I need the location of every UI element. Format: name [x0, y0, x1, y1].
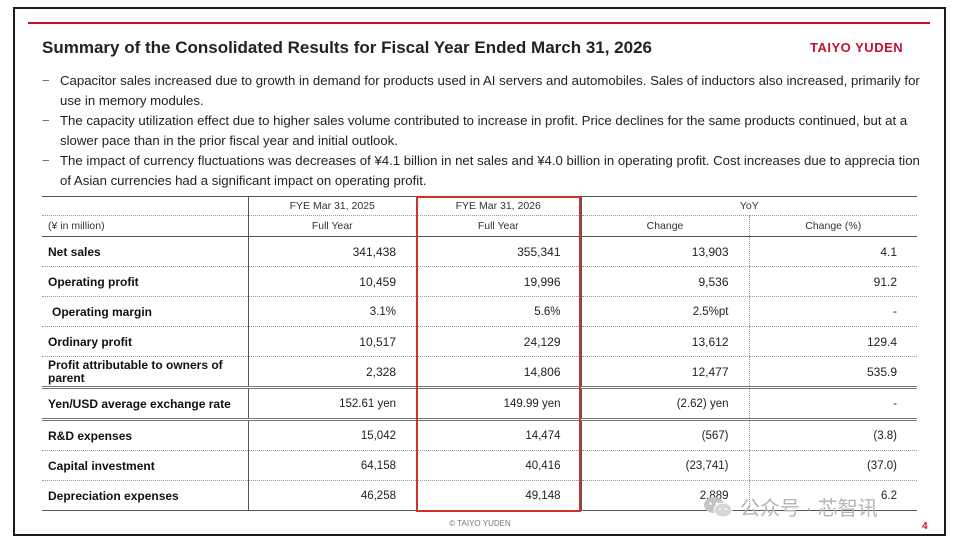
- table-header-row: FYE Mar 31, 2025 FYE Mar 31, 2026 YoY: [42, 196, 918, 216]
- bullet-text: The impact of currency fluctuations was …: [60, 153, 920, 188]
- value-change: (2.62) yen: [580, 386, 749, 420]
- subheader-change-pct: Change (%): [748, 215, 918, 237]
- value-change-pct: 91.2: [748, 266, 918, 297]
- bullet-item: − Capacitor sales increased due to growt…: [42, 71, 922, 111]
- wechat-icon: [704, 496, 733, 517]
- value-fy2025: 15,042: [247, 418, 416, 451]
- company-logo: TAIYO YUDEN: [810, 40, 904, 55]
- value-fy2026: 49,148: [416, 480, 581, 511]
- header-blank: [42, 196, 248, 216]
- value-fy2025: 46,258: [247, 480, 416, 511]
- value-fy2025: 64,158: [247, 450, 416, 481]
- row-label: R&D expenses: [42, 418, 248, 451]
- header-fy2025: FYE Mar 31, 2025: [247, 196, 416, 216]
- value-change: 13,612: [580, 326, 749, 357]
- table-row: Profit attributable to owners of parent …: [42, 356, 918, 388]
- value-fy2025: 341,438: [247, 236, 416, 267]
- value-change: (567): [580, 418, 749, 451]
- unit-label: (¥ in million): [42, 215, 248, 237]
- value-fy2026: 14,806: [416, 356, 581, 388]
- slide-title: Summary of the Consolidated Results for …: [42, 38, 652, 57]
- table-row: Capital investment 64,158 40,416 (23,741…: [42, 450, 918, 481]
- table-row: Operating margin 3.1% 5.6% 2.5%pt -: [42, 296, 918, 327]
- row-label: Operating margin: [42, 296, 248, 327]
- row-label: Profit attributable to owners of parent: [42, 356, 248, 388]
- value-change-pct: (3.8): [748, 418, 918, 451]
- value-fy2026: 40,416: [416, 450, 581, 481]
- row-label: Operating profit: [42, 266, 248, 297]
- slide-frame: [13, 7, 946, 536]
- bullet-dash: −: [42, 113, 50, 128]
- value-fy2026: 14,474: [416, 418, 581, 451]
- value-change: 12,477: [580, 356, 749, 388]
- bullet-dash: −: [42, 73, 50, 88]
- value-fy2025: 10,459: [247, 266, 416, 297]
- row-label: Yen/USD average exchange rate: [42, 386, 248, 420]
- value-change-pct: (37.0): [748, 450, 918, 481]
- subheader-full-year-2025: Full Year: [247, 215, 416, 237]
- value-change-pct: 535.9: [748, 356, 918, 388]
- results-table: FYE Mar 31, 2025 FYE Mar 31, 2026 YoY (¥…: [42, 196, 918, 511]
- value-change-pct: 4.1: [748, 236, 918, 267]
- value-change-pct: 129.4: [748, 326, 918, 357]
- table-row: R&D expenses 15,042 14,474 (567) (3.8): [42, 418, 918, 451]
- value-change: (23,741): [580, 450, 749, 481]
- watermark: 公众号 · 芯智讯: [702, 492, 878, 521]
- subheader-change: Change: [580, 215, 749, 237]
- row-label: Depreciation expenses: [42, 480, 248, 511]
- table-row: Net sales 341,438 355,341 13,903 4.1: [42, 236, 918, 267]
- watermark-text: 公众号 · 芯智讯: [740, 498, 878, 520]
- value-change-pct: 6.2: [748, 480, 918, 511]
- value-change: 13,903: [580, 236, 749, 267]
- row-label: Ordinary profit: [42, 326, 248, 357]
- bullet-dash: −: [42, 153, 50, 168]
- value-fy2026: 24,129: [416, 326, 581, 357]
- table-row: Yen/USD average exchange rate 152.61 yen…: [42, 386, 918, 420]
- page-number: 4: [922, 521, 928, 532]
- value-fy2025: 3.1%: [247, 296, 416, 327]
- value-change: 2.5%pt: [580, 296, 749, 327]
- bullet-text: The capacity utilization effect due to h…: [60, 113, 908, 148]
- bullet-item: − The capacity utilization effect due to…: [42, 111, 922, 151]
- value-fy2026: 19,996: [416, 266, 581, 297]
- subheader-full-year-2026: Full Year: [416, 215, 581, 237]
- copyright-footer: © TAIYO YUDEN: [449, 519, 511, 528]
- header-yoy: YoY: [580, 196, 918, 216]
- value-fy2026: 149.99 yen: [416, 386, 581, 420]
- top-rule: [28, 22, 930, 24]
- row-label: Capital investment: [42, 450, 248, 481]
- value-fy2026: 5.6%: [416, 296, 581, 327]
- value-change-pct: -: [748, 296, 918, 327]
- table-row: Depreciation expenses 46,258 49,148 2,88…: [42, 480, 918, 511]
- value-fy2026: 355,341: [416, 236, 581, 267]
- summary-bullets: − Capacitor sales increased due to growt…: [42, 71, 922, 191]
- table-subheader-row: (¥ in million) Full Year Full Year Chang…: [42, 215, 918, 237]
- value-fy2025: 10,517: [247, 326, 416, 357]
- value-fy2025: 152.61 yen: [247, 386, 416, 420]
- value-fy2025: 2,328: [247, 356, 416, 388]
- value-change: 9,536: [580, 266, 749, 297]
- value-change-pct: -: [748, 386, 918, 420]
- table-row: Ordinary profit 10,517 24,129 13,612 129…: [42, 326, 918, 357]
- header-fy2026: FYE Mar 31, 2026: [416, 196, 581, 216]
- row-label: Net sales: [42, 236, 248, 267]
- bullet-text: Capacitor sales increased due to growth …: [60, 73, 920, 108]
- table-row: Operating profit 10,459 19,996 9,536 91.…: [42, 266, 918, 297]
- bullet-item: − The impact of currency fluctuations wa…: [42, 151, 922, 191]
